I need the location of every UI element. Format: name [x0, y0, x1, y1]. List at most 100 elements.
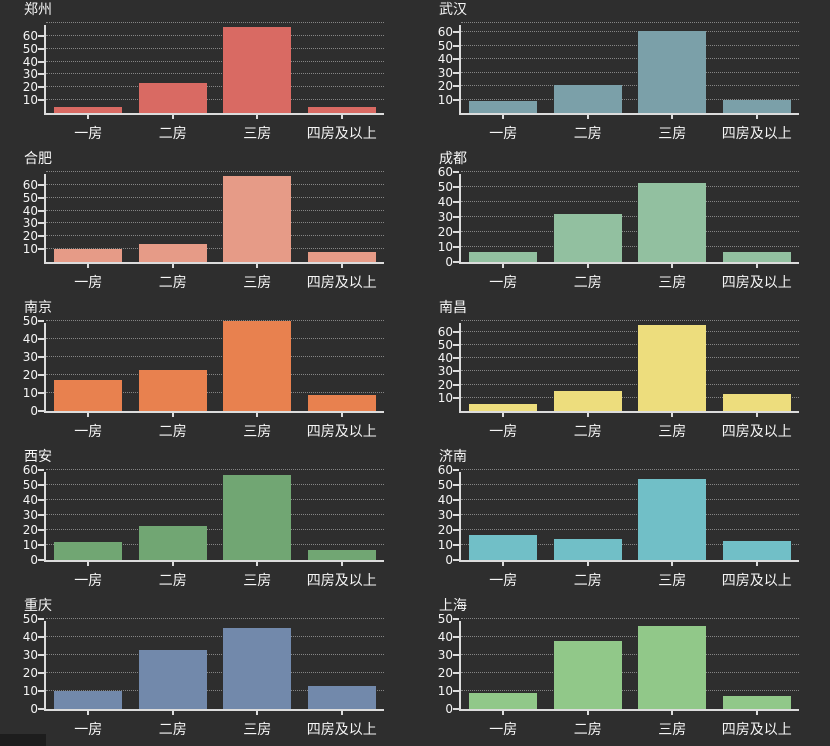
- bar-chart: 合肥 10 20 30 40 50 60 一房 二房 三房 四房及以上: [0, 149, 415, 298]
- x-tick-mark: [755, 115, 758, 119]
- x-tick-mark: [256, 115, 259, 119]
- x-tick-mark: [340, 115, 343, 119]
- y-tick-label: 30: [22, 350, 38, 364]
- y-tick-mark: [38, 235, 44, 238]
- chart-title: 成都: [439, 151, 467, 167]
- y-tick-label: 10: [22, 93, 38, 108]
- y-tick-label: 60: [437, 165, 453, 179]
- y-tick-mark: [453, 499, 459, 501]
- x-tick-mark: [502, 413, 505, 417]
- y-tick-mark: [38, 374, 44, 376]
- y-tick-mark: [38, 73, 44, 76]
- y-tick-mark: [453, 71, 459, 74]
- y-tick-mark: [453, 357, 459, 360]
- x-tick-mark: [340, 711, 343, 715]
- gridline: [461, 514, 799, 515]
- y-tick-label: 0: [30, 553, 38, 567]
- y-tick-label: 30: [22, 648, 38, 662]
- x-tick-mark: [502, 264, 505, 268]
- x-tick-label: 四房及以上: [721, 722, 792, 738]
- gridline: [46, 183, 384, 185]
- y-tick-mark: [38, 636, 44, 638]
- gridline: [461, 383, 799, 385]
- gridline: [46, 235, 384, 237]
- x-tick-label: 一房: [74, 126, 103, 142]
- y-tick-label: 50: [437, 337, 453, 352]
- y-tick-mark: [453, 186, 459, 188]
- bar: [54, 691, 123, 709]
- plot-area: 10 20 30 40 50 60 一房 二房 三房 四房及以上: [438, 320, 799, 440]
- bar: [638, 31, 707, 113]
- x-tick-mark: [87, 413, 90, 417]
- x-tick-mark: [586, 115, 589, 119]
- x-tick-mark: [586, 711, 589, 715]
- bar-chart: 武汉 10 20 30 40 50 60 一房 二房 三房 四房及以上: [415, 0, 830, 149]
- x-tick-label: 四房及以上: [306, 126, 377, 142]
- gridline: [461, 690, 799, 691]
- y-tick-label: 10: [437, 92, 453, 107]
- bar: [138, 83, 207, 113]
- x-tick-label: 一房: [489, 126, 518, 142]
- bar-chart: 成都 0 10 20 30 40 50 60 一房 二房 三房 四房及以上: [415, 149, 830, 298]
- y-tick-label: 50: [437, 38, 453, 53]
- y-tick-label: 50: [22, 41, 38, 56]
- y-tick-label: 30: [22, 67, 38, 82]
- y-tick-mark: [453, 261, 459, 263]
- y-tick-label: 0: [445, 255, 453, 269]
- y-tick-mark: [38, 499, 44, 501]
- x-tick-label: 二房: [573, 126, 602, 142]
- x-tick-label: 四房及以上: [721, 275, 792, 291]
- x-tick-label: 三房: [243, 424, 272, 440]
- gridline: [46, 544, 384, 545]
- x-tick-label: 三房: [658, 722, 687, 738]
- gridline: [46, 392, 384, 393]
- x-tick-label: 二房: [158, 573, 187, 589]
- y-tick-label: 10: [22, 242, 38, 257]
- y-tick-label: 40: [22, 203, 38, 218]
- y-tick-mark: [38, 544, 44, 546]
- y-tick-mark: [453, 636, 459, 638]
- bar-chart: 上海 0 10 20 30 40 50 一房 二房 三房 四房及以上: [415, 596, 830, 745]
- y-tick-mark: [453, 529, 459, 531]
- gridline: [461, 171, 799, 172]
- y-tick-label: 30: [437, 65, 453, 80]
- y-tick-mark: [453, 216, 459, 218]
- gridline: [46, 47, 384, 49]
- x-tick-label: 二房: [573, 424, 602, 440]
- x-tick-mark: [671, 562, 674, 566]
- x-tick-label: 一房: [489, 573, 518, 589]
- x-tick-label: 一房: [489, 275, 518, 291]
- x-tick-label: 四房及以上: [306, 722, 377, 738]
- x-tick-mark: [87, 711, 90, 715]
- gridline: [46, 499, 384, 500]
- y-tick-label: 50: [437, 478, 453, 492]
- y-tick-label: 20: [437, 523, 453, 537]
- y-tick-mark: [453, 469, 459, 471]
- gridline: [46, 34, 384, 36]
- y-tick-label: 30: [437, 648, 453, 662]
- bar: [223, 175, 292, 262]
- plot-area: 0 10 20 30 40 50 一房 二房 三房 四房及以上: [438, 613, 799, 738]
- bar: [54, 542, 123, 560]
- y-tick-label: 10: [22, 386, 38, 400]
- y-tick-label: 40: [22, 493, 38, 507]
- y-tick-mark: [453, 246, 459, 248]
- bar: [638, 182, 707, 262]
- x-tick-label: 一房: [74, 573, 103, 589]
- x-tick-label: 四房及以上: [721, 573, 792, 589]
- y-tick-mark: [38, 654, 44, 656]
- y-tick-mark: [38, 356, 44, 358]
- bar: [223, 474, 292, 560]
- y-tick-label: 40: [22, 630, 38, 644]
- y-tick-mark: [38, 469, 44, 471]
- y-tick-mark: [453, 618, 459, 620]
- y-tick-label: 20: [22, 229, 38, 244]
- gridline: [46, 690, 384, 691]
- y-tick-mark: [38, 320, 44, 322]
- bar-chart: 西安 0 10 20 30 40 50 60 一房 二房 三房 四房及以上: [0, 447, 415, 596]
- plot-area: 10 20 30 40 50 60 一房 二房 三房 四房及以上: [438, 22, 799, 142]
- x-tick-label: 二房: [573, 722, 602, 738]
- y-tick-label: 60: [437, 25, 453, 40]
- chart-title: 合肥: [24, 151, 52, 167]
